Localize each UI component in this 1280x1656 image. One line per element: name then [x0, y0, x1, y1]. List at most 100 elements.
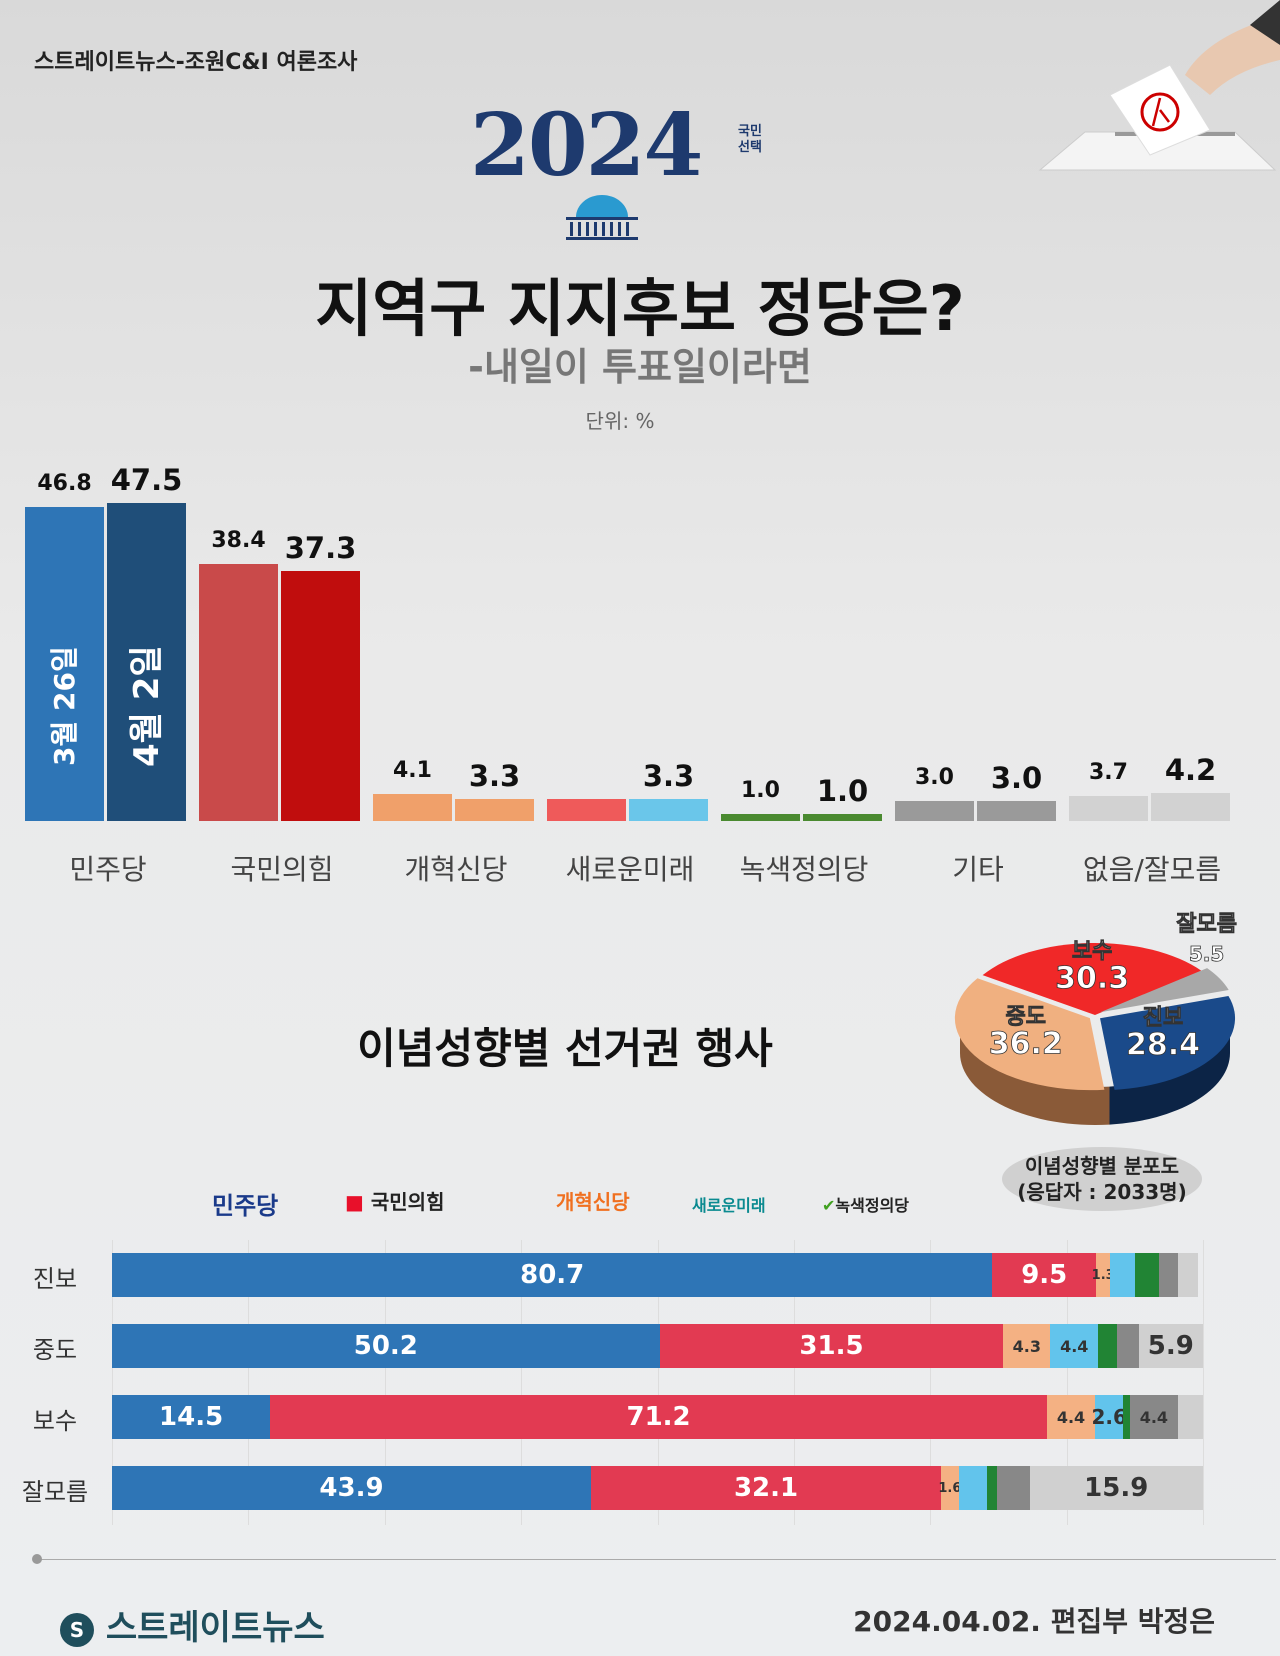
- segment: 9.5: [992, 1253, 1097, 1297]
- bar-value: 4.1: [393, 757, 432, 783]
- bar-value: 3.0: [915, 764, 954, 790]
- segment: 4.4: [1129, 1395, 1178, 1439]
- bar-value: 3.3: [642, 758, 695, 793]
- pie-label: 잘모름: [1176, 912, 1237, 937]
- brand-name: 스트레이트뉴스: [105, 1608, 325, 1648]
- segment: 4.4: [1050, 1324, 1099, 1368]
- bar-value: 38.4: [211, 527, 266, 553]
- legend-ppp: ■ 국민의힘: [345, 1186, 444, 1215]
- segment: [1135, 1253, 1160, 1297]
- legend-reform: 개혁신당: [556, 1190, 630, 1214]
- segment: 32.1: [590, 1466, 942, 1510]
- gridline: [521, 1240, 523, 1525]
- series-label: 4월 2일: [126, 645, 167, 767]
- pie-label: 중도: [1006, 1004, 1046, 1029]
- chart-title: 지역구 지지후보 정당은?: [315, 272, 965, 345]
- segment: [1159, 1253, 1178, 1297]
- pie-side-진보: [1109, 1015, 1230, 1125]
- pie-respondents: (응답자 : 2033명): [1017, 1180, 1187, 1204]
- footer-dot: [32, 1554, 42, 1564]
- segment: [986, 1466, 997, 1510]
- segment: [958, 1466, 987, 1510]
- bar-value: 1.0: [741, 778, 780, 803]
- segment: 50.2: [112, 1324, 660, 1368]
- logo-2024: 2024: [470, 95, 703, 196]
- gridline: [248, 1240, 250, 1525]
- segment: [1116, 1324, 1139, 1368]
- row-label: 진보: [32, 1265, 78, 1293]
- pie-label: 30.3: [1055, 961, 1129, 996]
- bar-value: 3.7: [1089, 760, 1128, 786]
- segment: [1098, 1324, 1117, 1368]
- pie-slice-중도: [954, 978, 1105, 1091]
- bar-value: 3.0: [990, 760, 1043, 795]
- bar-새로운미래-4월 2일: [629, 798, 708, 821]
- pie-label: 5.5: [1189, 942, 1224, 966]
- segment: 15.9: [1029, 1466, 1203, 1510]
- bar-value: 37.3: [284, 531, 357, 566]
- segment: [1177, 1395, 1203, 1439]
- segment: [1110, 1253, 1136, 1297]
- source-label: 스트레이트뉴스-조원C&I 여론조사: [34, 50, 358, 75]
- category-label: 개혁신당: [404, 853, 508, 886]
- pie-side-중도: [960, 1015, 1110, 1125]
- bar-value: 3.3: [468, 758, 521, 793]
- assembly-icon: [566, 195, 638, 240]
- pie-label: 36.2: [989, 1026, 1063, 1061]
- segment: 1.6: [938, 1466, 961, 1510]
- category-label: 새로운미래: [565, 853, 695, 886]
- bar-기타-3월 26일: [895, 800, 974, 821]
- logo-subtext: 국민 선택: [738, 124, 762, 155]
- pie-label: 보수: [1072, 939, 1112, 964]
- category-label: 기타: [952, 853, 1004, 886]
- segment: 1.3: [1092, 1253, 1115, 1297]
- pie-slice-잘모름: [1100, 968, 1229, 1013]
- unit-label: 단위: %: [585, 409, 655, 433]
- bar-value: 1.0: [816, 774, 869, 808]
- bar-민주당-4월 2일: [107, 502, 186, 821]
- brand-icon: S: [60, 1612, 94, 1647]
- segment: 4.3: [1003, 1324, 1051, 1368]
- gridline: [384, 1240, 386, 1525]
- bar-국민의힘-3월 26일: [199, 563, 278, 821]
- row-label: 잘모름: [21, 1478, 89, 1506]
- row-label: 보수: [32, 1407, 78, 1435]
- bar-새로운미래-3월 26일: [547, 798, 626, 821]
- chart-subtitle: -내일이 투표일이라면: [468, 345, 812, 389]
- bar-개혁신당-3월 26일: [373, 793, 452, 821]
- pie-slice-진보: [1100, 996, 1236, 1090]
- brand-logo: S 스트레이트뉴스: [60, 1600, 325, 1649]
- segment: 31.5: [659, 1324, 1004, 1368]
- legend-democratic: 민주당: [212, 1192, 279, 1220]
- row-label: 중도: [32, 1336, 78, 1364]
- pie-slice-보수: [982, 943, 1202, 1015]
- pie-label: 진보: [1143, 1005, 1183, 1030]
- gridline: [793, 1240, 795, 1525]
- pie-title: 이념성향별 분포도: [1024, 1154, 1180, 1178]
- segment: 4.4: [1046, 1395, 1095, 1439]
- segment: [1177, 1253, 1198, 1297]
- segment: 80.7: [112, 1253, 993, 1297]
- check-icon: ✔: [822, 1196, 836, 1215]
- segment: [996, 1466, 1030, 1510]
- gridline: [112, 1240, 113, 1525]
- bar-민주당-3월 26일: [25, 507, 104, 821]
- segment: 71.2: [270, 1395, 1047, 1439]
- ppp-icon: ■: [345, 1190, 364, 1214]
- category-label: 녹색정의당: [739, 853, 869, 886]
- credit-line: 2024.04.02. 편집부 박정은: [853, 1605, 1215, 1638]
- gridline: [1203, 1240, 1204, 1525]
- bar-개혁신당-4월 2일: [455, 798, 534, 821]
- category-label: 국민의힘: [230, 853, 334, 886]
- bar-녹색정의당-4월 2일: [803, 814, 882, 821]
- legend-ppp-label: 국민의힘: [370, 1190, 445, 1214]
- category-label: 없음/잘모름: [1082, 853, 1222, 886]
- legend-new-future: 새로운미래: [692, 1196, 766, 1215]
- footer-divider: [36, 1559, 1276, 1560]
- legend-green-justice: ✔녹색정의당: [822, 1192, 909, 1216]
- pie-caption: 이념성향별 분포도 (응답자 : 2033명): [1002, 1147, 1202, 1211]
- segment: 43.9: [112, 1466, 591, 1510]
- segment: 5.9: [1138, 1324, 1203, 1368]
- pie-label: 28.4: [1126, 1027, 1200, 1062]
